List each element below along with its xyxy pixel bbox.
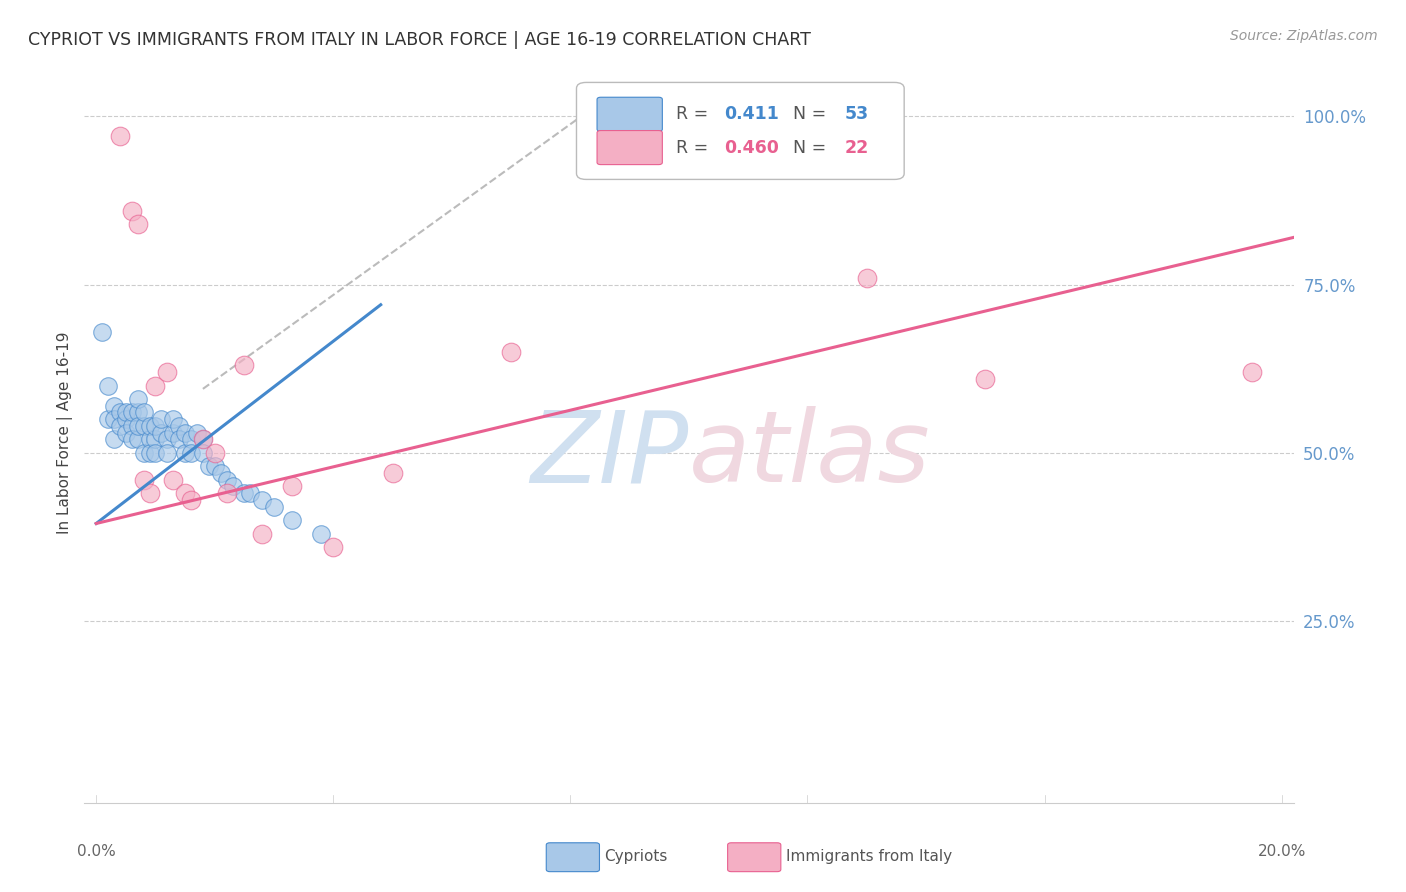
Point xyxy=(250,492,273,507)
Point xyxy=(156,446,179,460)
Point xyxy=(132,473,155,487)
Text: Immigrants from Italy: Immigrants from Italy xyxy=(786,848,952,863)
Text: 20.0%: 20.0% xyxy=(1257,844,1306,858)
Point xyxy=(108,405,131,419)
Point xyxy=(186,425,208,440)
Point xyxy=(127,217,149,231)
Y-axis label: In Labor Force | Age 16-19: In Labor Force | Age 16-19 xyxy=(58,331,73,534)
Point xyxy=(233,486,256,500)
Point xyxy=(221,479,243,493)
Text: ZIP: ZIP xyxy=(530,407,689,503)
Text: atlas: atlas xyxy=(689,407,931,503)
Point xyxy=(145,433,167,447)
Text: Source: ZipAtlas.com: Source: ZipAtlas.com xyxy=(1230,29,1378,43)
Point xyxy=(174,486,197,500)
Point xyxy=(138,446,160,460)
Point xyxy=(204,446,226,460)
Point xyxy=(281,513,304,527)
Point xyxy=(132,418,155,433)
Point xyxy=(115,425,138,440)
Point xyxy=(121,418,143,433)
Point xyxy=(121,203,143,218)
Point xyxy=(322,540,344,554)
Point xyxy=(156,365,179,379)
Point xyxy=(145,446,167,460)
Point xyxy=(115,405,138,419)
Point xyxy=(381,466,404,480)
Point xyxy=(198,459,221,474)
Point xyxy=(311,526,333,541)
Point xyxy=(138,486,160,500)
Point xyxy=(191,433,214,447)
Text: R =: R = xyxy=(676,138,713,157)
Point xyxy=(191,446,214,460)
Point xyxy=(162,473,184,487)
Point xyxy=(108,418,131,433)
Point xyxy=(103,399,125,413)
Point xyxy=(174,425,197,440)
Point xyxy=(855,270,877,285)
Text: Cypriots: Cypriots xyxy=(605,848,668,863)
Point xyxy=(103,433,125,447)
Point xyxy=(215,473,238,487)
Point xyxy=(162,412,184,426)
Text: CYPRIOT VS IMMIGRANTS FROM ITALY IN LABOR FORCE | AGE 16-19 CORRELATION CHART: CYPRIOT VS IMMIGRANTS FROM ITALY IN LABO… xyxy=(28,31,811,49)
Text: 53: 53 xyxy=(845,105,869,123)
Point xyxy=(91,325,114,339)
Point xyxy=(145,378,167,392)
Point xyxy=(97,378,120,392)
Point xyxy=(121,433,143,447)
Point xyxy=(108,129,131,144)
Point xyxy=(138,418,160,433)
Point xyxy=(180,433,202,447)
Point xyxy=(121,405,143,419)
Point xyxy=(97,412,120,426)
Point xyxy=(138,433,160,447)
Point xyxy=(1240,365,1263,379)
Point xyxy=(127,392,149,406)
Point xyxy=(127,418,149,433)
Text: N =: N = xyxy=(793,105,832,123)
Point xyxy=(263,500,285,514)
Text: 0.0%: 0.0% xyxy=(77,844,115,858)
Point xyxy=(209,466,232,480)
Point xyxy=(215,486,238,500)
FancyBboxPatch shape xyxy=(598,130,662,165)
Point xyxy=(239,486,262,500)
Point xyxy=(145,418,167,433)
Point xyxy=(180,492,202,507)
FancyBboxPatch shape xyxy=(576,82,904,179)
Point xyxy=(501,344,523,359)
Point xyxy=(150,425,173,440)
Point xyxy=(167,418,190,433)
Text: R =: R = xyxy=(676,105,713,123)
Point xyxy=(250,526,273,541)
Text: 0.411: 0.411 xyxy=(724,105,779,123)
FancyBboxPatch shape xyxy=(598,97,662,131)
FancyBboxPatch shape xyxy=(728,843,780,871)
Point xyxy=(103,412,125,426)
FancyBboxPatch shape xyxy=(547,843,599,871)
Point xyxy=(127,433,149,447)
Point xyxy=(180,446,202,460)
Point xyxy=(132,446,155,460)
Point xyxy=(162,425,184,440)
Point xyxy=(174,446,197,460)
Point xyxy=(150,412,173,426)
Point xyxy=(156,433,179,447)
Text: 22: 22 xyxy=(845,138,869,157)
Point xyxy=(191,433,214,447)
Point xyxy=(127,405,149,419)
Point xyxy=(167,433,190,447)
Point xyxy=(204,459,226,474)
Text: N =: N = xyxy=(793,138,832,157)
Text: 0.460: 0.460 xyxy=(724,138,779,157)
Point xyxy=(281,479,304,493)
Point xyxy=(132,405,155,419)
Point xyxy=(974,372,997,386)
Point xyxy=(115,412,138,426)
Point xyxy=(233,359,256,373)
